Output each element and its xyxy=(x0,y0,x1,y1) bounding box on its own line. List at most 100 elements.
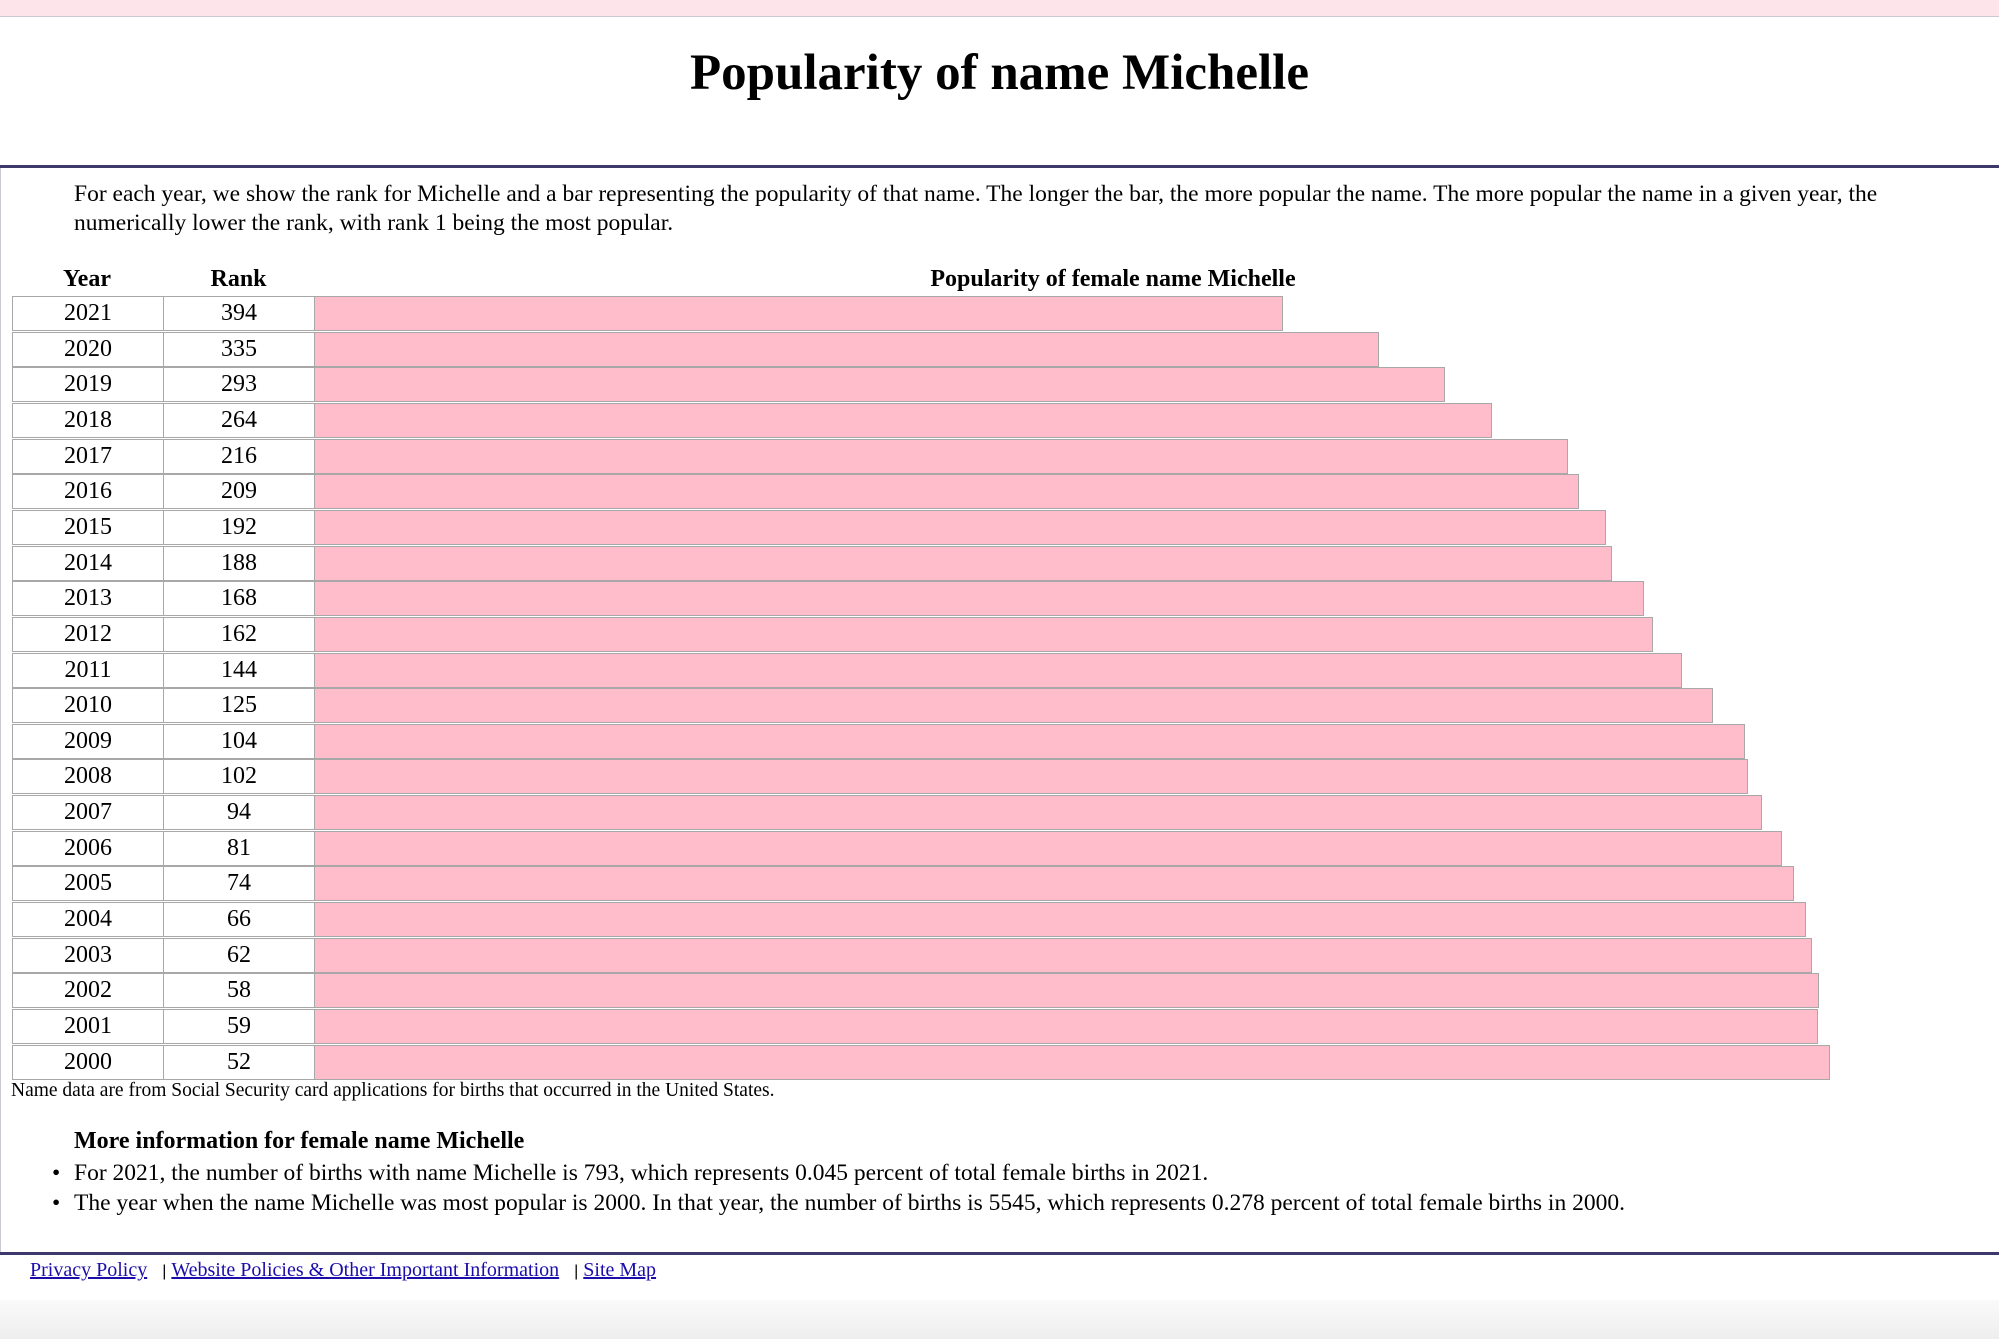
page-title: Popularity of name Michelle xyxy=(690,45,1309,101)
popularity-bar xyxy=(314,830,1782,866)
table-row: 2005 74 xyxy=(12,866,1832,902)
rank-cell: 104 xyxy=(163,723,315,759)
popularity-bar xyxy=(314,296,1283,331)
bottom-shadow xyxy=(0,1300,1999,1339)
popularity-bar xyxy=(314,438,1568,474)
rank-cell: 216 xyxy=(163,438,315,474)
table-row: 2015 192 xyxy=(12,509,1832,545)
table-row: 2013 168 xyxy=(12,581,1832,617)
table-row: 2018 264 xyxy=(12,402,1832,438)
year-cell: 2002 xyxy=(12,973,164,1009)
footer: Privacy Policy | Website Policies & Other… xyxy=(30,1257,656,1285)
intro-text: For each year, we show the rank for Mich… xyxy=(74,181,1878,236)
footer-divider xyxy=(0,1252,1999,1255)
content-left-border xyxy=(0,168,1,1252)
rank-cell: 188 xyxy=(163,545,315,581)
table-row: 2003 62 xyxy=(12,937,1832,973)
year-cell: 2019 xyxy=(12,367,164,403)
rank-column-header: Rank xyxy=(210,266,267,292)
website-policies-link[interactable]: Website Policies & Other Important Infor… xyxy=(171,1259,560,1281)
rank-cell: 162 xyxy=(163,616,315,652)
bullet-icon: • xyxy=(52,1190,61,1216)
rank-cell: 394 xyxy=(163,296,315,331)
rank-cell: 102 xyxy=(163,759,315,795)
more-info-item-text: For 2021, the number of births with name… xyxy=(74,1160,1209,1186)
popularity-bar xyxy=(314,1044,1830,1080)
popularity-bar xyxy=(314,1009,1818,1044)
table-row: 2010 125 xyxy=(12,688,1832,724)
year-cell: 2008 xyxy=(12,759,164,795)
popularity-bar xyxy=(314,688,1713,724)
popularity-bar xyxy=(314,723,1745,759)
table-row: 2011 144 xyxy=(12,652,1832,688)
popularity-bar xyxy=(314,474,1579,510)
popularity-bar xyxy=(314,616,1653,652)
rank-cell: 74 xyxy=(163,866,315,902)
more-info-item-text: The year when the name Michelle was most… xyxy=(74,1190,1625,1216)
bullet-icon: • xyxy=(52,1160,61,1186)
more-info-list: • For 2021, the number of births with nam… xyxy=(52,1158,1625,1218)
table-row: 2008 102 xyxy=(12,759,1832,795)
year-cell: 2015 xyxy=(12,509,164,545)
table-row: 2009 104 xyxy=(12,723,1832,759)
year-cell: 2013 xyxy=(12,581,164,617)
rank-cell: 293 xyxy=(163,367,315,403)
rank-cell: 58 xyxy=(163,973,315,1009)
table-row: 2019 293 xyxy=(12,367,1832,403)
table-row: 2014 188 xyxy=(12,545,1832,581)
rank-cell: 192 xyxy=(163,509,315,545)
popularity-column-header: Popularity of female name Michelle xyxy=(930,266,1296,292)
more-info-item: • The year when the name Michelle was mos… xyxy=(52,1188,1625,1218)
year-cell: 2018 xyxy=(12,402,164,438)
popularity-bar xyxy=(314,581,1644,617)
year-cell: 2000 xyxy=(12,1044,164,1080)
table-row: 2017 216 xyxy=(12,438,1832,474)
privacy-policy-link[interactable]: Privacy Policy xyxy=(30,1259,148,1281)
rank-cell: 144 xyxy=(163,652,315,688)
table-row: 2004 66 xyxy=(12,902,1832,938)
year-cell: 2016 xyxy=(12,474,164,510)
table-row: 2006 81 xyxy=(12,830,1832,866)
rank-cell: 66 xyxy=(163,902,315,938)
year-cell: 2017 xyxy=(12,438,164,474)
year-cell: 2014 xyxy=(12,545,164,581)
year-cell: 2011 xyxy=(12,652,164,688)
popularity-bar xyxy=(314,795,1762,831)
table-row: 2007 94 xyxy=(12,795,1832,831)
footer-separator: | xyxy=(574,1263,579,1280)
popularity-bar xyxy=(314,973,1819,1009)
site-map-link[interactable]: Site Map xyxy=(583,1259,657,1281)
top-divider xyxy=(0,165,1999,168)
table-row: 2012 162 xyxy=(12,616,1832,652)
rank-cell: 59 xyxy=(163,1009,315,1044)
year-cell: 2001 xyxy=(12,1009,164,1044)
table-row: 2002 58 xyxy=(12,973,1832,1009)
popularity-bar xyxy=(314,331,1379,367)
rank-cell: 52 xyxy=(163,1044,315,1080)
table-row: 2020 335 xyxy=(12,331,1832,367)
popularity-bar xyxy=(314,902,1806,938)
year-cell: 2010 xyxy=(12,688,164,724)
year-cell: 2007 xyxy=(12,795,164,831)
popularity-bar xyxy=(314,937,1812,973)
year-column-header: Year xyxy=(63,266,111,292)
top-band xyxy=(0,0,1999,17)
rank-cell: 209 xyxy=(163,474,315,510)
year-cell: 2012 xyxy=(12,616,164,652)
table-row: 2001 59 xyxy=(12,1009,1832,1044)
rank-cell: 168 xyxy=(163,581,315,617)
year-cell: 2009 xyxy=(12,723,164,759)
rank-cell: 264 xyxy=(163,402,315,438)
popularity-bar xyxy=(314,545,1612,581)
year-cell: 2006 xyxy=(12,830,164,866)
popularity-bar xyxy=(314,367,1445,403)
popularity-bar xyxy=(314,509,1606,545)
rank-cell: 81 xyxy=(163,830,315,866)
year-cell: 2004 xyxy=(12,902,164,938)
data-source-note: Name data are from Social Security card … xyxy=(11,1080,775,1101)
table-row: 2000 52 xyxy=(12,1044,1832,1080)
popularity-bar xyxy=(314,866,1794,902)
rank-cell: 125 xyxy=(163,688,315,724)
table-row: 2021 394 xyxy=(12,296,1832,331)
table-row: 2016 209 xyxy=(12,474,1832,510)
